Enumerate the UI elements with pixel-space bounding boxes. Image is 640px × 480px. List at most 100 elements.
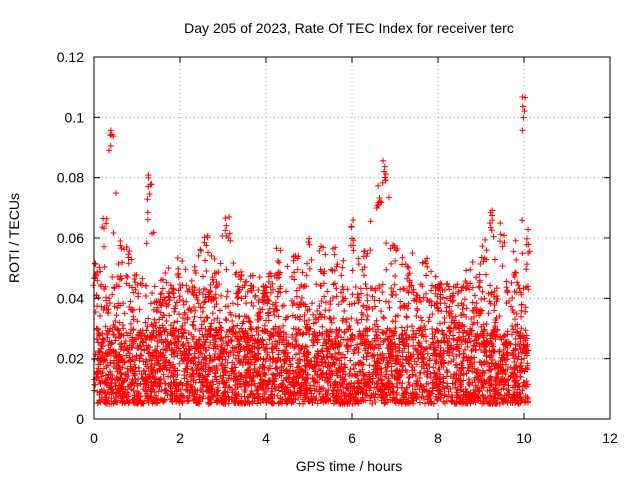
data-point <box>205 344 212 351</box>
data-point <box>520 347 527 354</box>
data-point <box>485 367 492 374</box>
data-point <box>487 224 494 231</box>
data-point <box>209 393 216 400</box>
data-point <box>226 372 233 379</box>
data-point <box>392 325 399 331</box>
data-point <box>350 361 357 368</box>
data-point <box>163 300 170 307</box>
data-point <box>474 373 481 380</box>
data-point <box>195 358 202 365</box>
data-point <box>334 382 341 389</box>
data-point <box>226 230 233 237</box>
data-point <box>266 378 273 385</box>
data-point <box>272 365 279 372</box>
data-point <box>92 351 99 358</box>
data-point <box>255 297 262 304</box>
data-point <box>107 359 114 366</box>
data-point <box>413 361 420 368</box>
data-point <box>244 339 251 346</box>
data-point <box>284 395 291 402</box>
data-point <box>329 294 336 301</box>
data-point <box>248 349 255 356</box>
data-point <box>206 352 213 359</box>
data-point <box>105 328 112 335</box>
data-point <box>342 364 349 371</box>
data-point <box>324 353 331 360</box>
data-point <box>405 349 412 356</box>
data-point <box>183 335 190 342</box>
data-point <box>423 361 430 368</box>
data-point <box>232 386 239 393</box>
data-point <box>493 374 500 381</box>
data-point <box>257 355 264 362</box>
data-point <box>520 335 527 342</box>
data-point <box>190 373 197 380</box>
data-point <box>230 323 237 330</box>
data-point <box>325 386 332 393</box>
data-point <box>517 338 524 345</box>
data-point <box>381 163 388 170</box>
data-point <box>452 324 459 331</box>
data-point <box>352 283 359 290</box>
data-point <box>154 359 161 366</box>
data-point <box>274 293 281 300</box>
data-point <box>409 371 416 378</box>
data-point <box>110 363 117 370</box>
data-point <box>432 360 439 367</box>
data-point <box>317 243 324 250</box>
data-point <box>368 353 375 360</box>
data-point <box>189 355 196 362</box>
data-point <box>127 320 134 327</box>
data-point <box>179 399 186 406</box>
data-point <box>176 293 183 300</box>
data-point <box>458 381 465 388</box>
data-point <box>523 378 530 385</box>
data-point <box>392 272 399 279</box>
data-point <box>269 388 276 395</box>
data-point <box>520 114 527 121</box>
data-point <box>519 217 526 224</box>
data-point <box>504 328 511 335</box>
data-point <box>471 313 478 320</box>
data-point <box>330 400 337 407</box>
data-point <box>490 233 497 240</box>
data-point <box>209 310 216 317</box>
data-point <box>397 356 404 363</box>
data-point <box>111 324 118 331</box>
data-point <box>333 263 340 270</box>
data-point <box>418 351 425 358</box>
data-point <box>268 385 275 392</box>
data-point <box>222 400 229 407</box>
data-point <box>170 327 177 334</box>
data-point <box>393 389 400 396</box>
data-point <box>206 357 213 364</box>
data-point <box>517 363 524 370</box>
data-point <box>523 235 530 242</box>
data-point <box>309 331 316 338</box>
data-point <box>160 371 167 378</box>
data-point <box>255 316 262 323</box>
data-point <box>278 363 285 370</box>
data-point <box>394 374 401 381</box>
data-point <box>498 367 505 374</box>
data-point <box>376 297 383 304</box>
data-point <box>167 282 174 289</box>
data-point <box>350 242 357 249</box>
data-point <box>97 312 104 319</box>
data-point <box>130 396 137 403</box>
data-point <box>366 362 373 369</box>
data-point <box>317 348 324 355</box>
data-point <box>505 394 512 401</box>
data-point <box>338 289 345 296</box>
data-point <box>138 346 145 353</box>
data-point <box>129 284 136 291</box>
data-point <box>275 400 282 407</box>
data-point <box>177 386 184 393</box>
data-point <box>405 400 412 407</box>
data-point <box>94 303 101 310</box>
data-point <box>133 380 140 387</box>
x-axis-label: GPS time / hours <box>296 458 403 474</box>
data-point <box>148 360 155 367</box>
data-point <box>517 394 524 401</box>
